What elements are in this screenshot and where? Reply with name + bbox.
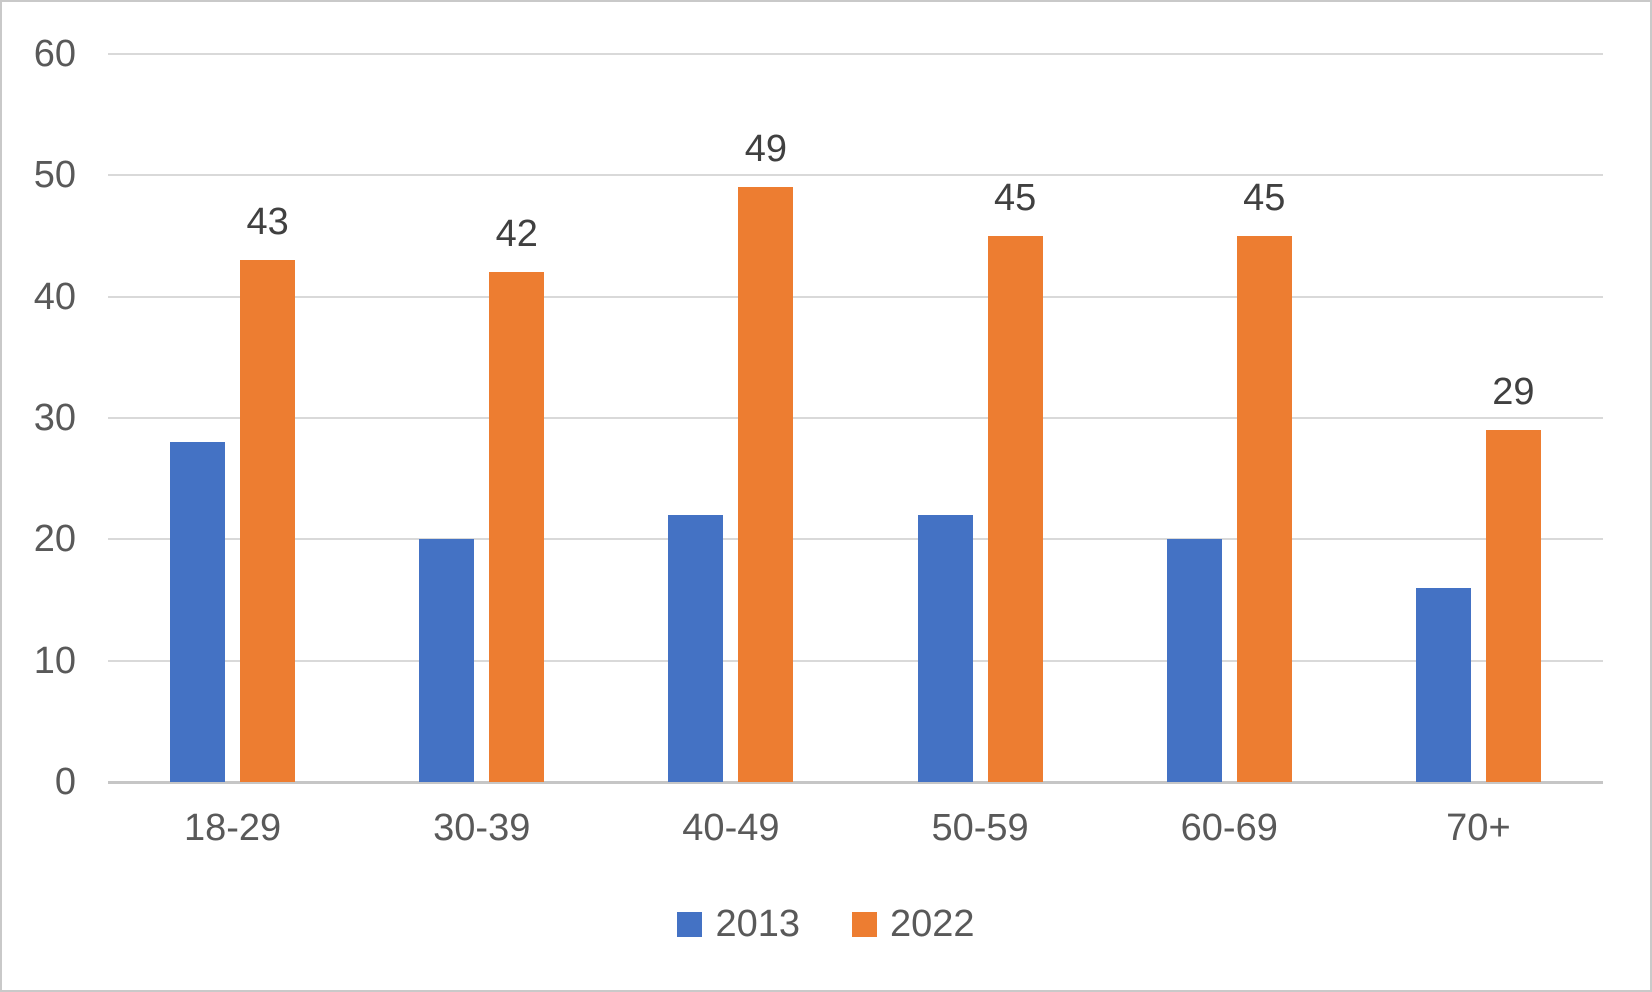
bar-2022-18-29 [240,260,296,782]
data-label-2022-18-29: 43 [246,201,289,244]
bar-2013-50-59 [917,515,973,782]
bar-2022-70+ [1485,430,1541,782]
bar-2013-30-39 [419,539,475,782]
legend: 2013 2022 [2,898,1650,950]
bar-2022-60-69 [1236,236,1292,782]
x-axis-category-label: 60-69 [1180,807,1278,849]
gridline [108,53,1603,55]
gridline [108,174,1603,177]
bar-2022-30-39 [489,272,545,782]
y-axis-tick-label: 0 [54,761,76,803]
x-axis-category-label: 50-59 [931,807,1029,849]
bar-2013-18-29 [170,442,226,782]
y-axis-tick-label: 40 [33,275,76,318]
bar-2022-50-59 [987,236,1043,782]
data-label-2022-40-49: 49 [744,128,788,171]
x-axis-category-label: 40-49 [682,807,780,849]
data-label-2022-70+: 29 [1492,371,1535,414]
y-axis-tick-label: 10 [33,639,76,682]
legend-label-2022: 2022 [890,903,975,945]
x-axis-category-label: 30-39 [433,807,531,849]
y-axis-tick-label: 50 [33,154,76,197]
gridline [108,417,1603,419]
data-label-2022-50-59: 45 [993,177,1037,219]
y-axis-tick-label: 60 [33,33,76,75]
gridline [108,659,1603,662]
gridline [108,295,1603,298]
x-axis-line [108,781,1603,784]
data-label-2022-30-39: 42 [495,213,538,256]
legend-item-2022: 2022 [852,903,975,945]
bar-2013-70+ [1415,587,1471,782]
gridline [108,538,1603,541]
x-axis-category-label: 18-29 [183,807,282,849]
y-axis-tick-label: 20 [33,518,76,561]
legend-item-2013: 2013 [677,903,800,945]
legend-label-2013: 2013 [715,903,800,945]
y-axis-tick-label: 30 [33,397,76,439]
legend-swatch-2013 [677,911,703,937]
bar-2013-40-49 [668,515,724,782]
x-axis-category-label: 70+ [1446,807,1511,849]
legend-swatch-2022 [852,911,877,937]
data-label-2022-60-69: 45 [1243,177,1286,219]
bar-2013-60-69 [1166,539,1222,782]
bar-2022-40-49 [738,187,794,782]
plot-area: 43 42 49 45 45 29 [108,53,1603,784]
